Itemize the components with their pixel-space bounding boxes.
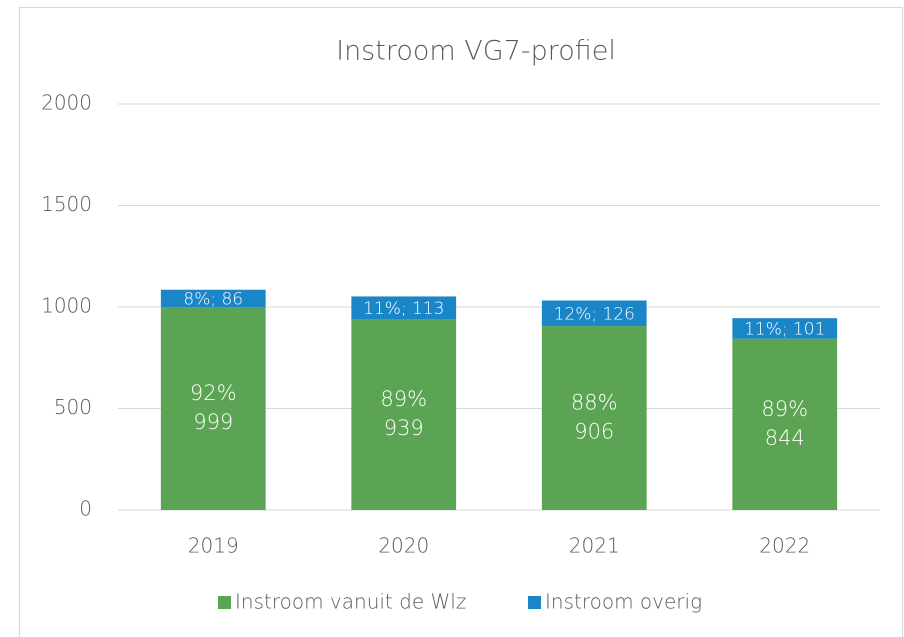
legend-swatch	[528, 596, 541, 609]
data-label: 11%; 113	[363, 299, 444, 319]
y-tick-label: 1500	[41, 192, 92, 216]
data-label: 89%	[761, 397, 808, 421]
x-tick-label: 2020	[378, 534, 429, 558]
y-tick-label: 2000	[41, 91, 92, 115]
data-label: 88%	[571, 391, 618, 415]
chart-title: Instroom VG7-profiel	[336, 36, 616, 67]
bar-segment	[160, 307, 266, 510]
y-tick-label: 500	[54, 395, 92, 419]
bar-segment	[541, 326, 647, 510]
data-label: 89%	[380, 387, 427, 411]
bar-segment	[541, 300, 647, 327]
data-label: 844	[765, 426, 805, 450]
bar-segment	[351, 296, 457, 320]
y-tick-label: 0	[79, 497, 92, 521]
y-tick-label: 1000	[41, 294, 92, 318]
data-label: 939	[384, 416, 424, 440]
x-tick-label: 2021	[569, 534, 620, 558]
x-tick-label: 2019	[188, 534, 239, 558]
bar-segment	[732, 318, 838, 339]
chart-frame	[19, 7, 903, 637]
data-label: 8%; 86	[183, 289, 243, 309]
data-label: 906	[574, 420, 614, 444]
legend-label: Instroom vanuit de Wlz	[235, 590, 466, 614]
data-label: 11%; 101	[744, 319, 825, 339]
bar-segment	[732, 338, 838, 510]
data-label: 92%	[190, 381, 237, 405]
data-label: 999	[193, 410, 233, 434]
x-tick-label: 2022	[759, 534, 810, 558]
bar-segment	[160, 289, 266, 308]
bar-segment	[351, 319, 457, 510]
legend-swatch	[218, 596, 231, 609]
data-label: 12%; 126	[554, 304, 635, 324]
legend-label: Instroom overig	[545, 590, 702, 614]
